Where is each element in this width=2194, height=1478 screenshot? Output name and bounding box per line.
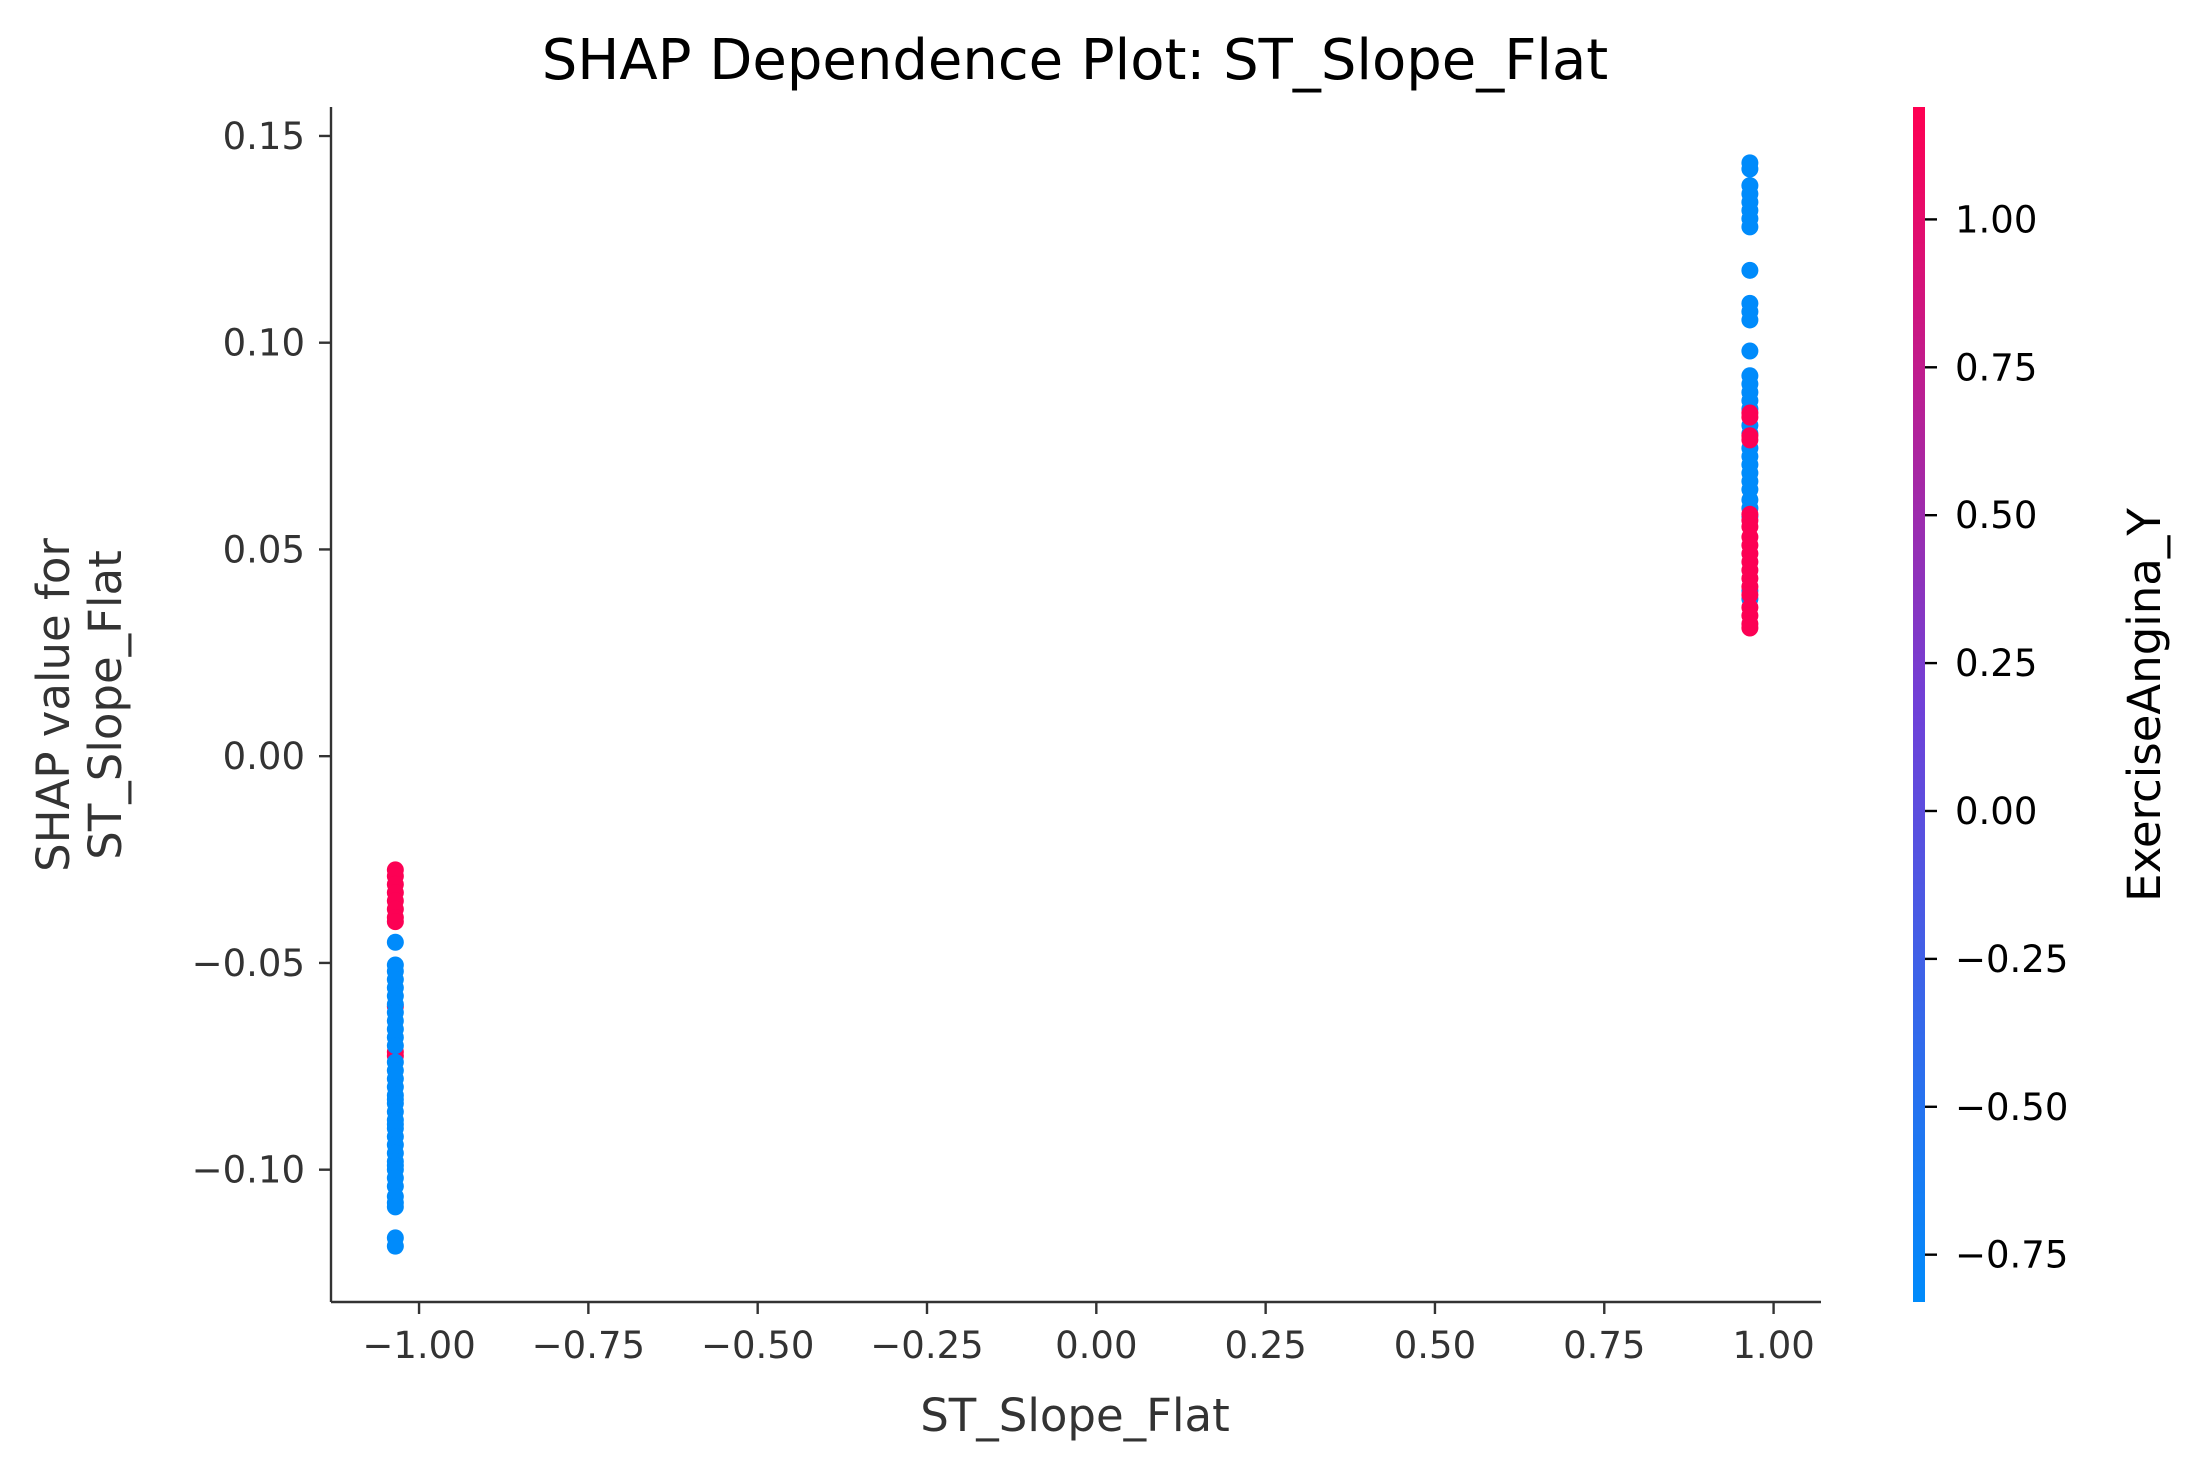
scatter-point: [1741, 431, 1759, 449]
chart-title: SHAP Dependence Plot: ST_Slope_Flat: [542, 28, 1609, 93]
x-tick-label: 0.50: [1394, 1324, 1476, 1367]
scatter-point: [1741, 261, 1759, 279]
y-tick-label: 0.10: [223, 322, 305, 365]
scatter-point: [386, 913, 404, 931]
colorbar-tick-label: 0.75: [1955, 346, 2037, 389]
scatter-point: [1741, 342, 1759, 360]
scatter-point: [386, 933, 404, 951]
colorbar-title: ExerciseAngina_Y: [2118, 508, 2171, 902]
colorbar-tick-label: 1.00: [1955, 198, 2037, 241]
scatter-point: [386, 1037, 404, 1055]
colorbar-ticks: −0.75 −0.50 −0.25 0.00 0.25 0.50 0.75 1.00: [1925, 198, 2068, 1277]
x-tick-label: −1.00: [362, 1324, 475, 1367]
x-tick-label: −0.75: [532, 1324, 645, 1367]
x-tick-label: 1.00: [1732, 1324, 1814, 1367]
y-tick-label: −0.10: [192, 1149, 305, 1192]
scatter-point: [1741, 311, 1759, 329]
colorbar-tick-label: 0.00: [1955, 790, 2037, 833]
y-tick-label: 0.15: [223, 115, 305, 158]
y-tick-label: −0.05: [192, 942, 305, 985]
scatter-point: [1741, 619, 1759, 637]
y-tick-label: 0.05: [223, 528, 305, 571]
x-tick-label: 0.25: [1224, 1324, 1306, 1367]
x-tick-label: −0.25: [870, 1324, 983, 1367]
x-tick-label: 0.00: [1055, 1324, 1137, 1367]
y-tick-label: 0.00: [223, 735, 305, 778]
scatter-point: [1741, 408, 1759, 426]
scatter-point: [1741, 586, 1759, 604]
y-axis-ticks: −0.10 −0.05 0.00 0.05 0.10 0.15: [192, 115, 331, 1192]
scatter-points: [386, 154, 1759, 1255]
x-tick-label: 0.75: [1563, 1324, 1645, 1367]
x-tick-label: −0.50: [701, 1324, 814, 1367]
x-axis-title: ST_Slope_Flat: [920, 1389, 1230, 1442]
scatter-point: [1741, 160, 1759, 178]
y-axis-title: SHAP value for ST_Slope_Flat: [27, 538, 132, 872]
scatter-point: [386, 1237, 404, 1255]
colorbar-tick-label: 0.50: [1955, 494, 2037, 537]
colorbar: [1913, 107, 1925, 1302]
colorbar-tick-label: −0.25: [1955, 938, 2068, 981]
x-axis-ticks: −1.00 −0.75 −0.50 −0.25 0.00 0.25 0.50 0.75 1.00: [362, 1302, 1815, 1367]
y-axis-title-line-2: ST_Slope_Flat: [79, 550, 132, 860]
scatter-point: [1741, 218, 1759, 236]
colorbar-tick-label: −0.50: [1955, 1086, 2068, 1129]
colorbar-tick-label: 0.25: [1955, 642, 2037, 685]
colorbar-tick-label: −0.75: [1955, 1234, 2068, 1277]
scatter-point: [386, 1198, 404, 1216]
y-axis-title-line-1: SHAP value for: [27, 538, 80, 872]
